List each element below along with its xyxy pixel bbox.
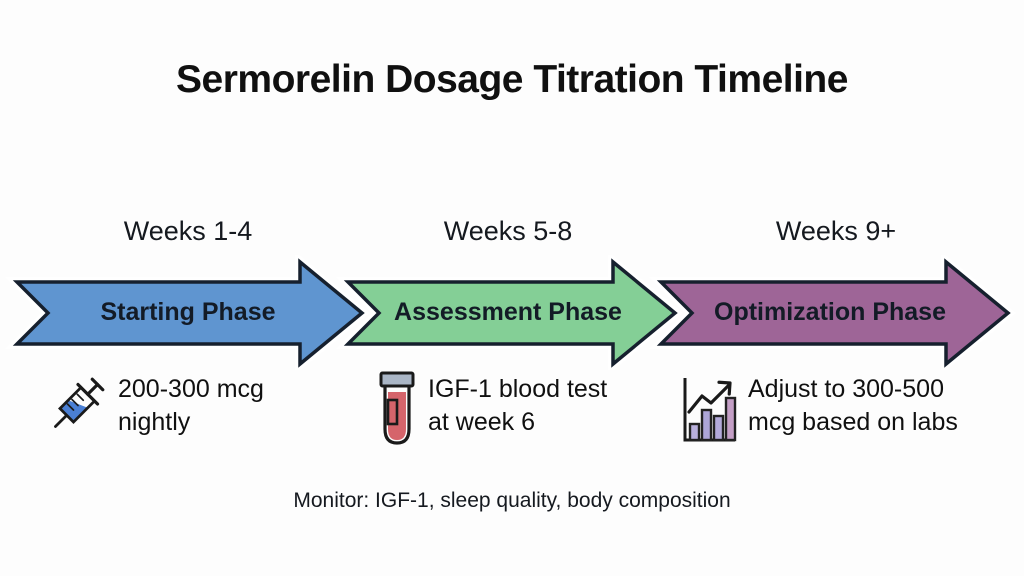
bar-chart-trend-icon: [683, 378, 737, 442]
monitor-note: Monitor: IGF-1, sleep quality, body comp…: [293, 489, 731, 512]
detail-optimization-line1: Adjust to 300-500: [748, 375, 944, 403]
detail-assessment: IGF-1 blood test at week 6: [428, 373, 668, 439]
detail-optimization-line2: mcg based on labs: [748, 408, 958, 436]
weeks-label-optimization: Weeks 9+: [775, 216, 897, 246]
detail-starting-line1: 200-300 mcg: [118, 375, 264, 403]
phase-name-starting: Starting Phase: [100, 298, 276, 326]
detail-assessment-line1: IGF-1 blood test: [428, 375, 608, 403]
weeks-label-starting: Weeks 1-4: [123, 216, 253, 246]
detail-starting: 200-300 mcg nightly: [118, 373, 348, 439]
detail-optimization: Adjust to 300-500 mcg based on labs: [748, 373, 1008, 439]
phase-name-optimization: Optimization Phase: [714, 298, 946, 326]
page-title: Sermorelin Dosage Titration Timeline: [176, 58, 848, 101]
blood-vial-icon: [379, 371, 415, 445]
timeline-arrows: [4, 255, 1016, 370]
detail-assessment-line2: at week 6: [428, 408, 536, 436]
syringe-icon: [54, 377, 105, 428]
starting-phase-arrow: [4, 255, 370, 370]
detail-starting-line2: nightly: [118, 408, 191, 436]
optimization-phase-arrow: [648, 255, 1016, 370]
phase-name-assessment: Assessment Phase: [394, 298, 622, 326]
weeks-label-assessment: Weeks 5-8: [443, 216, 573, 246]
assessment-phase-arrow: [335, 255, 683, 370]
